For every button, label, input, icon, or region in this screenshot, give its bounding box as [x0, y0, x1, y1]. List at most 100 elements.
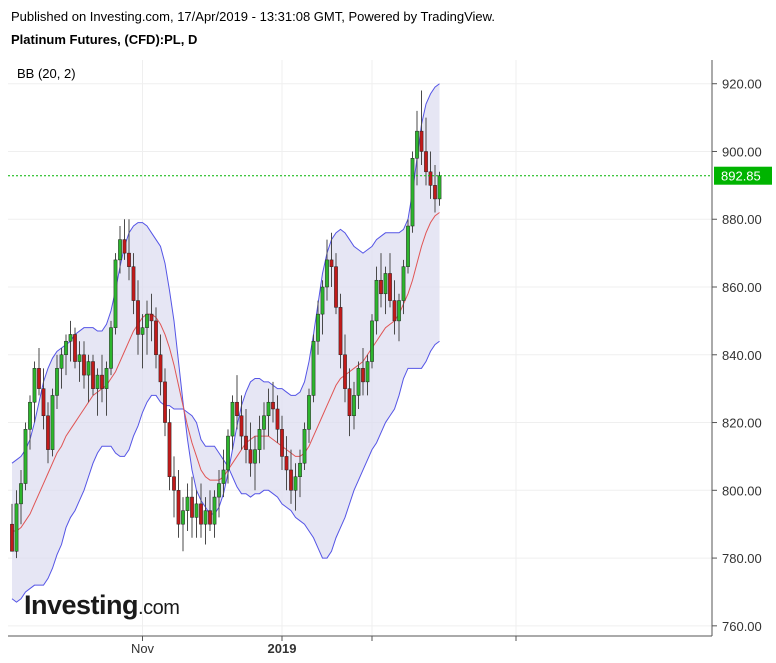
- candle-body: [68, 334, 73, 342]
- candle: [379, 253, 383, 308]
- candle: [59, 348, 64, 389]
- price-tag: [714, 166, 772, 185]
- candle-body: [379, 279, 383, 295]
- candle: [208, 490, 212, 531]
- y-tick-label: 780.00: [722, 551, 762, 566]
- candle: [37, 348, 41, 396]
- y-tick-label: 900.00: [722, 144, 762, 159]
- candle: [307, 388, 311, 443]
- candle: [86, 354, 91, 403]
- candle: [248, 422, 253, 477]
- candle-body: [145, 313, 149, 328]
- y-tick-label: 840.00: [722, 348, 762, 363]
- candle-body: [262, 415, 266, 430]
- candle-body: [100, 374, 104, 389]
- candle: [230, 395, 235, 450]
- candle: [302, 422, 307, 470]
- bb-lower-line: [11, 340, 440, 603]
- candle-body: [302, 429, 307, 464]
- candle: [433, 165, 437, 213]
- candle: [262, 402, 266, 450]
- axes: 760.00 780.00 800.00 820.00 840.00 860.00 880.…: [8, 60, 762, 656]
- y-tick-label: 920.00: [722, 77, 762, 92]
- candle: [14, 490, 19, 559]
- candle-body: [154, 320, 158, 356]
- candle: [239, 395, 244, 450]
- candle-body: [383, 273, 388, 295]
- x-tick-label: Nov: [131, 641, 155, 656]
- candle-body: [329, 259, 334, 267]
- candle: [95, 368, 100, 416]
- candle: [181, 497, 185, 552]
- candle-body: [208, 510, 212, 525]
- candle: [176, 469, 181, 538]
- candle-body: [28, 401, 32, 430]
- candle: [199, 483, 203, 538]
- candle-body: [275, 408, 280, 430]
- candle: [374, 266, 379, 335]
- candle: [392, 280, 397, 335]
- candle: [46, 402, 50, 464]
- indicator-label: BB (20, 2): [17, 66, 76, 81]
- candle: [19, 469, 23, 525]
- candle: [217, 469, 221, 518]
- candle: [253, 436, 257, 491]
- candle: [140, 314, 145, 369]
- x-tick-label: 2019: [268, 641, 297, 656]
- candle-body: [158, 354, 163, 383]
- candle: [194, 490, 199, 538]
- candle: [352, 381, 356, 430]
- candle-body: [163, 381, 167, 423]
- candle: [361, 348, 365, 396]
- candle-body: [82, 354, 86, 376]
- candle-body: [109, 327, 113, 369]
- candle: [388, 253, 392, 308]
- y-tick-label: 760.00: [722, 619, 762, 634]
- current-price-marker: 892.85: [8, 166, 772, 185]
- candle: [104, 361, 109, 416]
- candle: [289, 449, 293, 504]
- candle-body: [365, 361, 370, 383]
- candle: [127, 219, 131, 281]
- candle: [82, 341, 86, 389]
- candle: [68, 320, 73, 362]
- candle-body: [361, 368, 365, 383]
- candle-body: [248, 449, 253, 464]
- candle: [158, 334, 163, 396]
- candle-body: [298, 462, 302, 478]
- candle: [424, 117, 428, 186]
- candle-body: [181, 510, 185, 525]
- candle-body: [172, 476, 176, 491]
- candle-body: [41, 388, 46, 417]
- candle: [244, 408, 248, 464]
- candle-body: [424, 151, 428, 173]
- candle: [428, 151, 433, 199]
- candle: [437, 171, 442, 206]
- candle-body: [293, 476, 298, 491]
- logo-brand: Investing: [24, 590, 139, 620]
- candle-body: [235, 401, 239, 417]
- candle-body: [356, 368, 361, 396]
- candle-body: [311, 340, 316, 396]
- candle: [383, 266, 388, 315]
- candle: [23, 422, 28, 491]
- candle-body: [131, 266, 136, 301]
- candle: [41, 368, 46, 430]
- candle-body: [428, 171, 433, 186]
- candle: [136, 280, 140, 355]
- instrument-title: Platinum Futures, (CFD):PL, D: [11, 32, 198, 47]
- candle-body: [122, 239, 127, 254]
- candle-body: [149, 313, 154, 322]
- candle-body: [221, 469, 226, 484]
- candle: [311, 334, 316, 403]
- candle: [77, 341, 82, 382]
- candle-body: [284, 456, 289, 471]
- candle: [365, 354, 370, 396]
- candle: [320, 280, 325, 335]
- candle-body: [343, 354, 347, 389]
- candle-body: [50, 395, 55, 450]
- candle: [109, 320, 113, 376]
- candle: [410, 151, 415, 233]
- candle: [172, 456, 176, 518]
